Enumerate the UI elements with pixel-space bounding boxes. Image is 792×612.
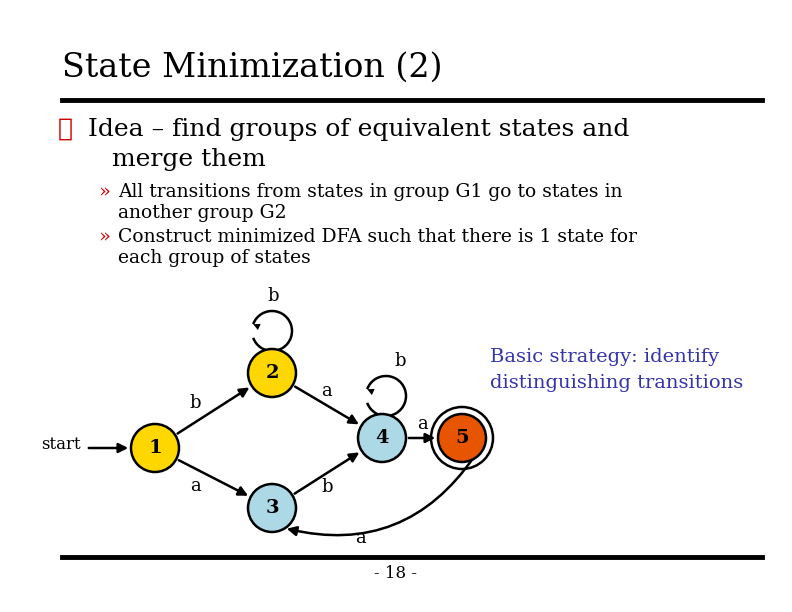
Text: Idea – find groups of equivalent states and: Idea – find groups of equivalent states … [88, 118, 630, 141]
Text: 1: 1 [148, 439, 162, 457]
Text: a: a [190, 477, 201, 495]
Text: 5: 5 [455, 429, 469, 447]
Text: - 18 -: - 18 - [375, 565, 417, 582]
Circle shape [358, 414, 406, 462]
Text: a: a [417, 415, 428, 433]
Circle shape [131, 424, 179, 472]
Text: a: a [355, 529, 365, 547]
Text: 3: 3 [265, 499, 279, 517]
Text: a: a [322, 382, 333, 400]
Text: State Minimization (2): State Minimization (2) [62, 52, 443, 84]
Text: b: b [267, 287, 279, 305]
Text: Construct minimized DFA such that there is 1 state for: Construct minimized DFA such that there … [118, 228, 637, 246]
Circle shape [248, 484, 296, 532]
Text: start: start [41, 436, 81, 453]
Text: b: b [190, 394, 201, 411]
Text: b: b [322, 478, 333, 496]
Text: ❖: ❖ [58, 118, 73, 141]
Text: »: » [98, 183, 110, 201]
Text: each group of states: each group of states [118, 249, 310, 267]
Text: »: » [98, 228, 110, 246]
Text: merge them: merge them [88, 148, 266, 171]
Text: b: b [394, 352, 406, 370]
Text: 2: 2 [265, 364, 279, 382]
Text: All transitions from states in group G1 go to states in: All transitions from states in group G1 … [118, 183, 623, 201]
Text: another group G2: another group G2 [118, 204, 287, 222]
Text: Basic strategy: identify: Basic strategy: identify [490, 348, 719, 366]
Text: 4: 4 [375, 429, 389, 447]
Circle shape [438, 414, 486, 462]
Circle shape [248, 349, 296, 397]
Text: distinguishing transitions: distinguishing transitions [490, 374, 743, 392]
